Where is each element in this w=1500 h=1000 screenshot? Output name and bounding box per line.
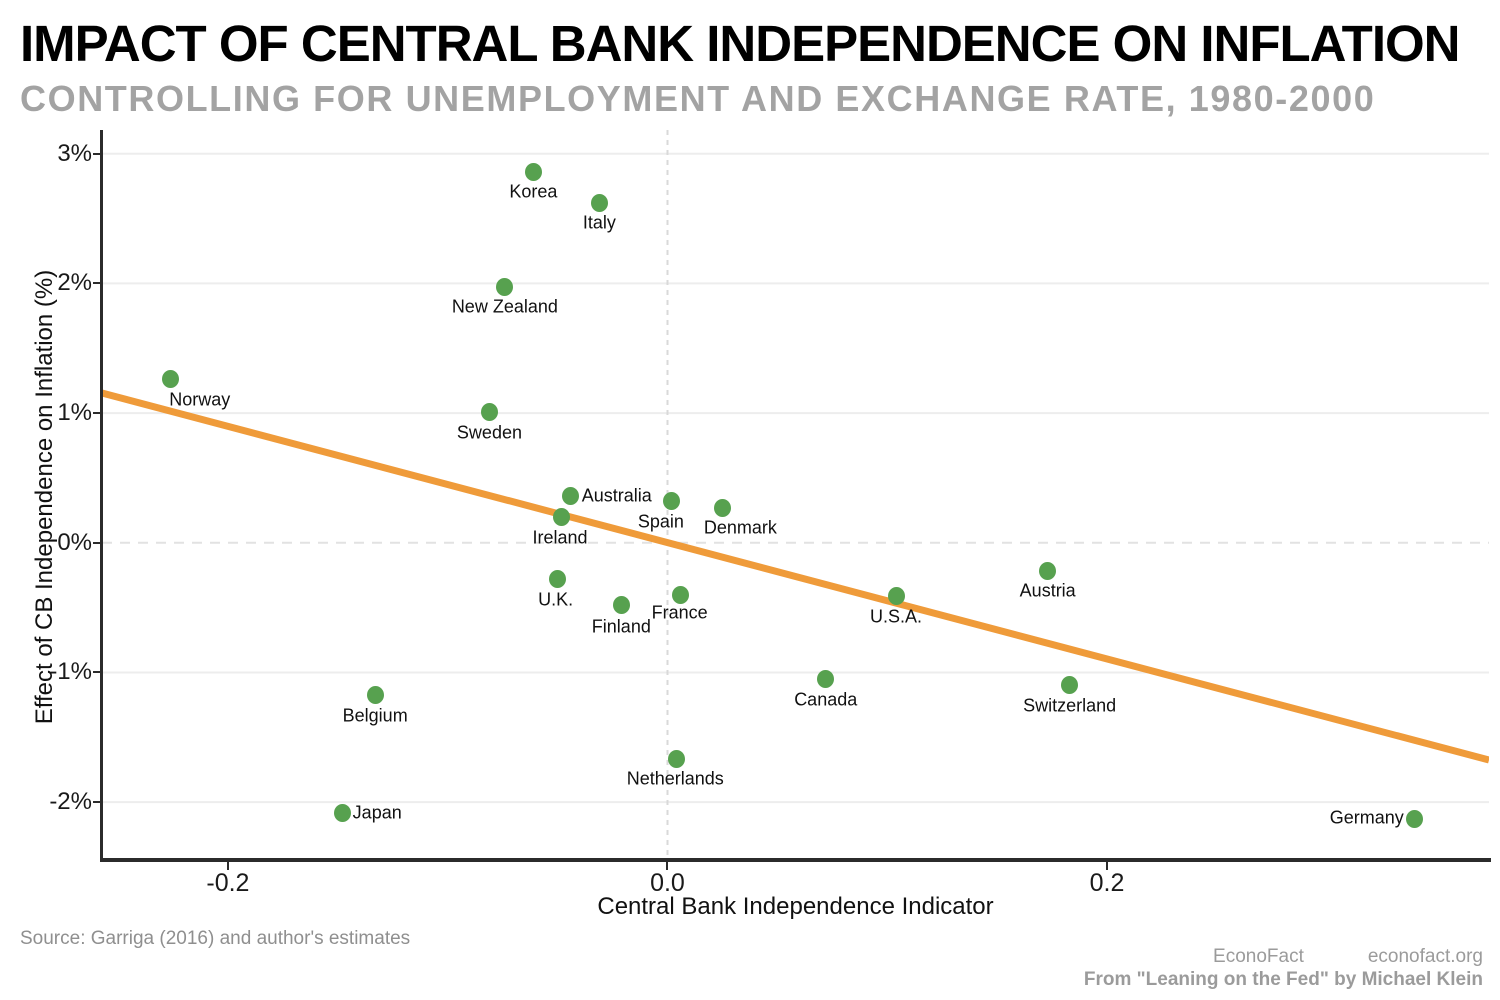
footer: EconoFact econofact.org From "Leaning on…: [1084, 946, 1483, 991]
x-tick-label: 0.2: [1089, 869, 1125, 897]
point-label-sweden: Sweden: [456, 422, 522, 443]
data-point-austria: [1039, 562, 1057, 581]
data-point-sweden: [480, 402, 498, 421]
x-tick-label: 0.0: [650, 869, 685, 897]
point-label-new-zealand: New Zealand: [451, 296, 558, 317]
data-point-spain: [663, 492, 681, 511]
plot-area: Korea Italy New Zealand Norway Sweden Austral…: [102, 130, 1489, 860]
y-tick-label: -2%: [49, 788, 92, 816]
point-label-u-k: U.K.: [538, 589, 574, 610]
y-tick: [93, 412, 102, 415]
point-label-canada: Canada: [794, 689, 858, 710]
source-note: Source: Garriga (2016) and author's esti…: [20, 928, 411, 949]
point-label-belgium: Belgium: [342, 705, 408, 726]
point-label-korea: Korea: [509, 181, 558, 202]
trend-line: [102, 389, 1489, 764]
footer-site: econofact.org: [1367, 946, 1483, 967]
chart-subtitle: CONTROLLING FOR UNEMPLOYMENT AND EXCHANG…: [20, 78, 1376, 119]
point-label-austria: Austria: [1019, 580, 1076, 601]
x-tick: [1106, 861, 1109, 870]
data-point-france: [672, 585, 690, 604]
plot-svg: [102, 130, 1489, 860]
y-tick: [93, 801, 102, 804]
data-point-norway: [162, 370, 180, 389]
data-point-switzerland: [1061, 676, 1079, 695]
data-point-finland: [612, 596, 630, 615]
point-label-denmark: Denmark: [703, 517, 777, 538]
y-tick-label: 3%: [57, 139, 92, 167]
data-point-germany: [1406, 810, 1424, 829]
data-point-australia: [562, 487, 580, 506]
data-point-ireland: [553, 507, 571, 526]
y-tick: [93, 671, 102, 674]
y-tick: [93, 152, 102, 155]
point-label-norway: Norway: [169, 389, 231, 410]
point-label-finland: Finland: [591, 616, 651, 637]
data-point-denmark: [713, 498, 731, 517]
point-label-u-s-a: U.S.A.: [870, 606, 923, 627]
y-tick-label: -1%: [49, 658, 92, 686]
x-axis-title: Central Bank Independence Indicator: [597, 893, 994, 920]
data-point-new-zealand: [496, 278, 514, 297]
data-point-u-k: [549, 570, 567, 589]
y-tick: [93, 282, 102, 285]
x-tick: [226, 861, 229, 870]
y-axis-line: [100, 130, 103, 861]
x-tick-label: -0.2: [206, 869, 250, 897]
chart-title: IMPACT OF CENTRAL BANK INDEPENDENCE ON I…: [20, 15, 1461, 72]
footer-attribution: From "Leaning on the Fed" by Michael Kle…: [1083, 969, 1483, 990]
y-tick: [93, 541, 102, 544]
point-label-switzerland: Switzerland: [1023, 695, 1117, 716]
point-label-germany: Germany: [1329, 807, 1404, 828]
x-axis-line: [100, 858, 1491, 862]
data-point-netherlands: [667, 750, 685, 769]
x-tick: [666, 861, 669, 870]
data-point-u-s-a: [887, 586, 905, 605]
point-label-australia: Australia: [581, 485, 652, 506]
point-label-ireland: Ireland: [532, 527, 588, 548]
data-point-italy: [590, 194, 608, 212]
point-label-spain: Spain: [637, 511, 684, 532]
point-label-netherlands: Netherlands: [626, 768, 724, 789]
point-label-italy: Italy: [582, 212, 616, 233]
y-tick-label: 2%: [57, 269, 92, 297]
footer-brand: EconoFact: [1213, 946, 1304, 967]
point-label-japan: Japan: [352, 802, 402, 823]
point-label-france: France: [651, 602, 708, 623]
data-point-japan: [333, 803, 351, 822]
data-point-canada: [817, 669, 835, 688]
y-tick-label: 0%: [57, 528, 92, 556]
y-tick-label: 1%: [57, 399, 92, 427]
data-point-belgium: [366, 685, 384, 704]
data-point-korea: [524, 162, 542, 181]
